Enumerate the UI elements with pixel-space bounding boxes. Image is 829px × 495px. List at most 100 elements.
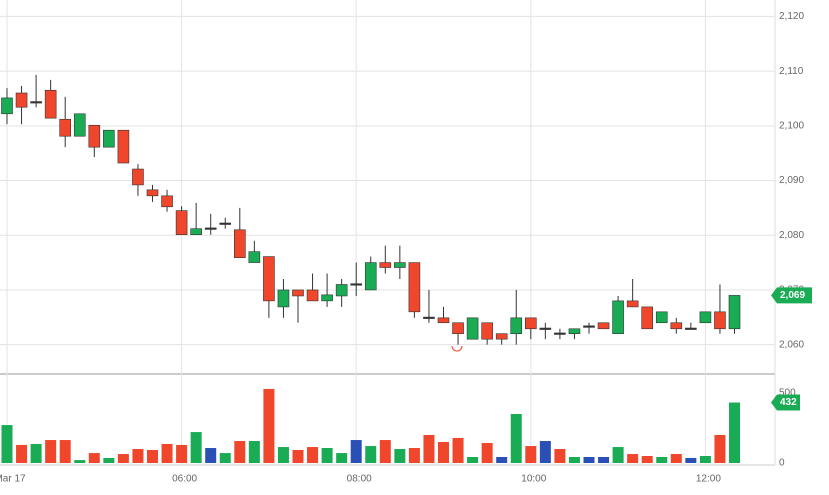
price-tag [771, 287, 812, 304]
candle-body [466, 317, 479, 340]
candle-body [554, 332, 566, 335]
volume-bar [74, 460, 86, 463]
y-tick-label: 2,060 [779, 339, 804, 350]
volume-bar [161, 443, 173, 463]
volume-bar [467, 456, 479, 463]
candle-body [292, 289, 304, 297]
volume-bar [656, 456, 668, 463]
volume-bar [670, 454, 682, 463]
volume-bar [1, 425, 13, 463]
y-tick-label: 500 [779, 388, 796, 399]
candle-body [364, 262, 377, 291]
candle-body [248, 251, 261, 263]
volume-tag [771, 394, 800, 411]
volume-bar [190, 432, 202, 463]
volume-bar [307, 447, 319, 463]
candle-body [15, 92, 28, 108]
volume-bar [321, 448, 333, 463]
x-tick-label: 06:00 [172, 474, 197, 485]
y-tick-label: 0 [779, 458, 785, 469]
volume-bar [612, 447, 624, 463]
candle-body [103, 129, 115, 148]
candle-body [73, 113, 86, 137]
volume-bar [45, 440, 57, 463]
candle-body [626, 300, 639, 308]
y-tick-label: 2,080 [779, 230, 804, 241]
volume-bar [554, 449, 566, 463]
candle-body [510, 317, 523, 335]
candle-body [190, 228, 202, 235]
candle-body [481, 322, 493, 340]
candle-body [714, 311, 726, 330]
volume-bar [365, 446, 377, 463]
candle-body [306, 289, 319, 302]
candle-body [44, 89, 57, 119]
y-tick-label: 2,120 [779, 11, 804, 22]
candle-body [568, 328, 581, 335]
candle-body [394, 262, 406, 268]
volume-bar [176, 444, 188, 463]
x-tick-label: 12:00 [696, 474, 721, 485]
volume-bar [481, 442, 493, 463]
candle-body [670, 322, 683, 330]
volume-bar [598, 456, 610, 463]
candle-body [204, 227, 217, 230]
candle-body [335, 284, 348, 297]
volume-bar [234, 441, 246, 463]
volume-bar [583, 456, 595, 463]
candle-body [321, 294, 333, 302]
candle-body [1, 97, 13, 115]
candle-body [641, 306, 654, 330]
grid-layer [0, 0, 775, 465]
candle-body [175, 210, 188, 235]
candle-body [117, 129, 130, 164]
candle-body [379, 262, 392, 268]
volume-bar [408, 448, 420, 463]
volume-bar [336, 453, 348, 463]
candle-body [234, 229, 246, 258]
candle-body [132, 168, 144, 186]
price-tag-label: 2,069 [780, 290, 805, 301]
y-tick-label: 2,110 [779, 66, 804, 77]
low-marker [451, 345, 463, 352]
candle-body [597, 322, 610, 330]
volume-bar [423, 435, 435, 463]
candle-body [408, 262, 421, 313]
volume-bar [496, 456, 508, 463]
volume-bar [641, 456, 653, 463]
volume-bar [292, 449, 304, 463]
volume-bar [394, 449, 406, 463]
volume-bar [729, 402, 740, 463]
candle-body [452, 322, 464, 335]
volume-bar [263, 388, 275, 463]
volume-bar [350, 440, 362, 463]
x-tick-label: 08:00 [347, 474, 372, 485]
volume-bar [568, 456, 580, 463]
volume-bar [525, 446, 537, 463]
candle-body [88, 124, 101, 148]
candle-body [699, 311, 712, 324]
candle-body [30, 101, 42, 104]
volume-bar [277, 447, 289, 463]
candle-body [219, 222, 232, 225]
candle-body [495, 333, 508, 340]
candle-body [539, 327, 552, 330]
volume-bar [714, 435, 726, 463]
candle-body [59, 118, 72, 137]
volume-bar [685, 457, 697, 463]
volume-bar [59, 440, 71, 463]
volume-bar [438, 442, 449, 463]
candle-body [277, 289, 290, 308]
volume-bar [88, 453, 100, 463]
volume-bar [117, 454, 129, 463]
candle-body [350, 283, 363, 286]
volume-bar [219, 453, 231, 463]
candle-body [263, 256, 275, 302]
candle-body [423, 316, 435, 319]
candle-body [524, 317, 537, 330]
volume-bar [379, 440, 391, 463]
x-tick-label: Mar 17 [0, 474, 26, 485]
volume-bar [205, 448, 217, 463]
volume-bar [16, 444, 28, 463]
